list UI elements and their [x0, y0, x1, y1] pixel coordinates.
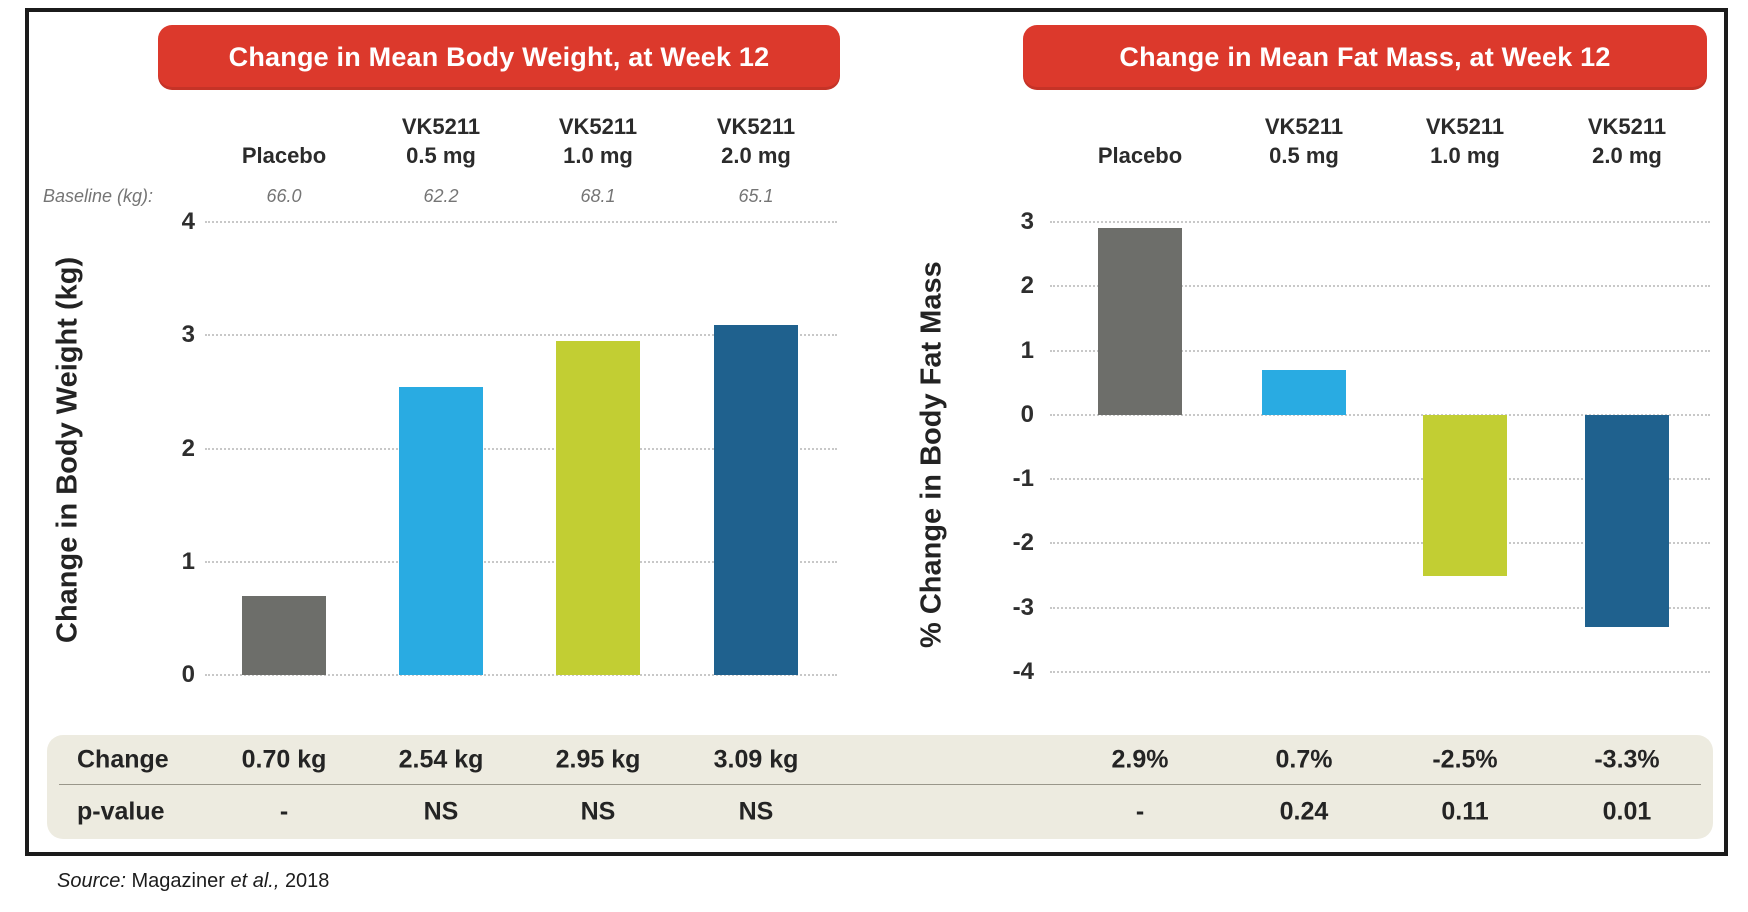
change-value: 2.9% [1111, 745, 1169, 773]
change-row-label: Change [77, 745, 169, 773]
p-value: 0.24 [1279, 797, 1329, 825]
y-tick-label: 0 [1020, 400, 1034, 428]
y-tick-label: -1 [1012, 465, 1034, 493]
column-header: Placebo [204, 108, 364, 170]
p-value: 0.11 [1441, 797, 1489, 825]
column-header-line1: VK5211 [558, 114, 638, 139]
column-header-line2: 2.0 mg [1592, 143, 1662, 168]
y-tick-label: 1 [1020, 336, 1034, 364]
baseline-row-label: Baseline (kg): [42, 186, 153, 206]
summary-table: Change 0.70 kg 2.54 kg 2.95 kg 3.09 kg 2.9% 0… [47, 735, 1713, 839]
bar-placebo [1098, 228, 1182, 415]
column-header-line2: 1.0 mg [563, 143, 633, 168]
gridline-1 [1050, 349, 1710, 352]
source-etal: et al., [230, 870, 280, 892]
bar-vk5211-2-0-mg [1585, 414, 1669, 627]
gridline--2 [1050, 542, 1710, 545]
column-header-line1: VK5211 [1587, 114, 1667, 139]
y-tick-label: 2 [181, 434, 195, 462]
p-value: NS [738, 797, 774, 825]
y-tick-label: 2 [1020, 272, 1034, 300]
left-chart-title: Change in Mean Body Weight, at Week 12 [228, 42, 770, 72]
gridline-3 [1050, 221, 1710, 223]
column-header-line1: VK5211 [716, 114, 796, 139]
baseline-value: 66.0 [266, 186, 302, 206]
p-value-row: p-value - NS NS NS - 0.24 0.11 0.01 [47, 784, 1713, 839]
p-value: NS [423, 797, 459, 825]
column-header-line2: 1.0 mg [1430, 143, 1500, 168]
right-plot-area [1050, 221, 1710, 673]
column-header-line1: VK5211 [401, 114, 481, 139]
p-value: NS [580, 797, 616, 825]
table-divider [59, 784, 1701, 785]
bar-vk5211-2-0-mg [714, 325, 798, 675]
p-value: - [279, 797, 289, 825]
p-value: - [1135, 797, 1145, 825]
column-header-line2: 0.5 mg [406, 143, 476, 168]
column-header-line1: VK5211 [1264, 114, 1344, 139]
bar-vk5211-0-5-mg [1262, 369, 1346, 415]
change-row: Change 0.70 kg 2.54 kg 2.95 kg 3.09 kg 2.9% 0… [47, 735, 1713, 784]
column-header: VK5211 0.5 mg [1224, 108, 1384, 170]
y-tick-label: 1 [181, 547, 195, 575]
p-value-row-label: p-value [77, 797, 165, 825]
gridline--4 [1050, 671, 1710, 673]
left-chart-title-banner: Change in Mean Body Weight, at Week 12 [158, 25, 840, 90]
y-tick-label: -4 [1012, 658, 1034, 685]
column-header: VK5211 1.0 mg [518, 108, 678, 170]
column-header: VK5211 1.0 mg [1385, 108, 1545, 170]
y-tick-label: -2 [1012, 529, 1034, 557]
gridline-2 [1050, 285, 1710, 288]
source-citation: Source: Magaziner et al., 2018 [57, 870, 1748, 893]
y-tick-label: 3 [181, 321, 195, 349]
column-header-line2: 0.5 mg [1269, 143, 1339, 168]
gridline--1 [1050, 478, 1710, 481]
baseline-value: 65.1 [738, 186, 774, 206]
gridline-1 [205, 560, 837, 563]
right-chart-title-banner: Change in Mean Fat Mass, at Week 12 [1023, 25, 1707, 90]
column-header-line2: Placebo [241, 143, 327, 168]
column-header: VK5211 2.0 mg [676, 108, 836, 170]
gridline-2 [205, 447, 837, 450]
gridline--3 [1050, 606, 1710, 609]
figure-frame: Change in Mean Body Weight, at Week 12 C… [25, 8, 1728, 856]
left-plot-area [205, 221, 837, 676]
p-value: 0.01 [1602, 797, 1652, 825]
bar-vk5211-0-5-mg [399, 387, 483, 675]
baseline-value: 68.1 [580, 186, 616, 206]
column-header-line2: 2.0 mg [721, 143, 791, 168]
change-value: 2.54 kg [398, 745, 484, 773]
column-header: Placebo [1060, 108, 1220, 170]
gridline-3 [205, 334, 837, 337]
baseline-value: 62.2 [423, 186, 459, 206]
column-header: VK5211 2.0 mg [1547, 108, 1707, 170]
y-tick-label: 3 [1020, 208, 1034, 235]
change-value: 2.95 kg [555, 745, 641, 773]
y-tick-label: 4 [181, 208, 195, 235]
gridline-0 [205, 674, 837, 676]
change-value: -2.5% [1432, 745, 1498, 773]
change-value: 0.7% [1275, 745, 1333, 773]
bar-placebo [242, 595, 326, 675]
source-prefix: Source: [57, 870, 126, 892]
bar-vk5211-1-0-mg [556, 340, 640, 675]
y-tick-label: -3 [1012, 593, 1034, 621]
gridline-4 [205, 221, 837, 223]
column-header-line2: Placebo [1097, 143, 1183, 168]
bar-vk5211-1-0-mg [1423, 414, 1507, 576]
gridline-0 [1050, 413, 1710, 416]
right-chart-title: Change in Mean Fat Mass, at Week 12 [1119, 42, 1611, 72]
change-value: 0.70 kg [241, 745, 327, 773]
left-y-axis-title: Change in Body Weight (kg) [51, 256, 84, 644]
right-y-axis-title: % Change in Body Fat Mass [915, 261, 948, 649]
column-header-line1: VK5211 [1425, 114, 1505, 139]
change-value: 3.09 kg [713, 745, 799, 773]
column-header: VK5211 0.5 mg [361, 108, 521, 170]
change-value: -3.3% [1594, 745, 1660, 773]
source-author: Magaziner [131, 870, 225, 892]
source-year: 2018 [284, 870, 330, 892]
y-tick-label: 0 [181, 661, 195, 688]
